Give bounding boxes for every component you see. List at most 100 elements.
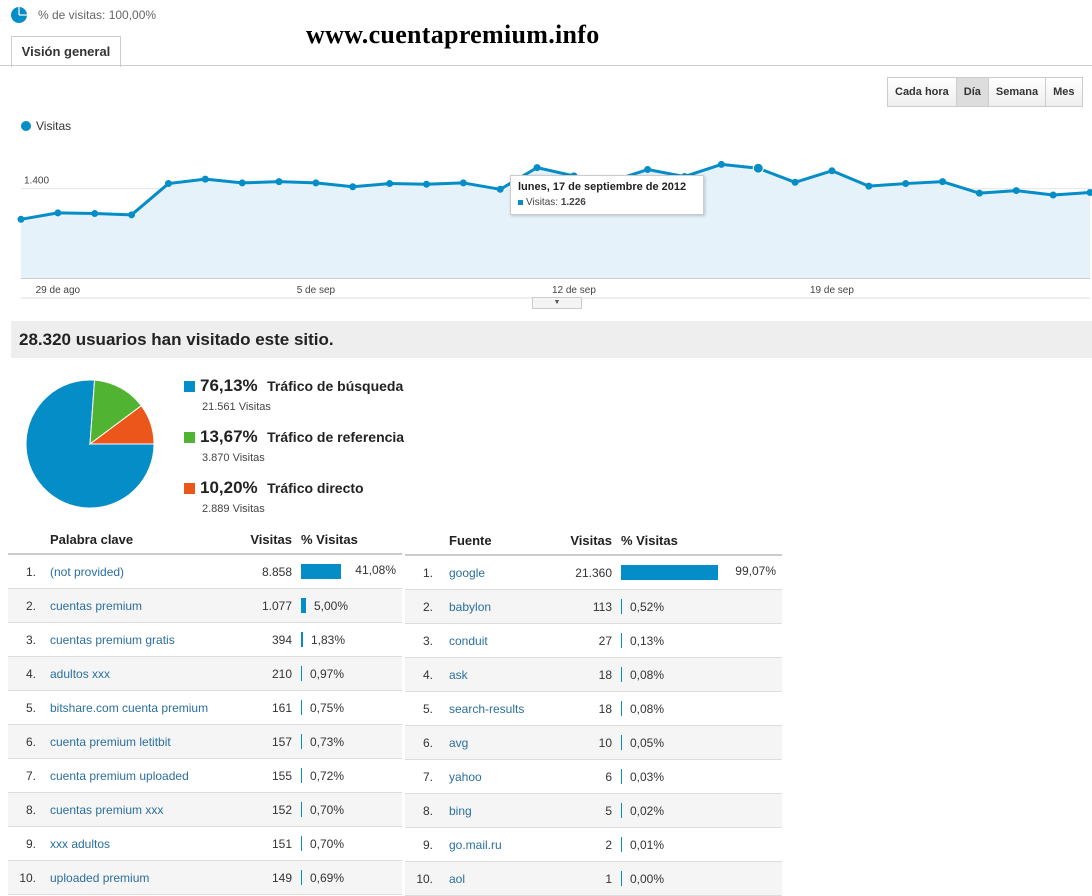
data-point[interactable] xyxy=(902,180,909,187)
source-index: 9. xyxy=(405,828,441,862)
search-visits: 21.561 Visitas xyxy=(202,401,271,413)
data-point[interactable] xyxy=(202,176,209,183)
data-point[interactable] xyxy=(497,186,504,193)
keyword-link[interactable]: adultos xxx xyxy=(44,657,244,691)
tooltip-label: Visitas: xyxy=(526,197,558,208)
keyword-visits: 155 xyxy=(244,759,300,793)
data-point[interactable] xyxy=(976,190,983,197)
source-pct-cell: 0,00% xyxy=(620,862,782,896)
keyword-link[interactable]: bitshare.com cuenta premium xyxy=(44,691,244,725)
data-point[interactable] xyxy=(644,166,651,173)
hourly-button[interactable]: Cada hora xyxy=(887,77,957,107)
source-link[interactable]: avg xyxy=(441,726,545,760)
month-button[interactable]: Mes xyxy=(1045,77,1082,107)
segment-pie-icon xyxy=(10,6,28,24)
data-point[interactable] xyxy=(312,179,319,186)
keyword-visits: 394 xyxy=(244,623,300,657)
source-pct-cell: 0,03% xyxy=(620,760,782,794)
y-tick-label: 1.400 xyxy=(24,176,49,187)
data-point[interactable] xyxy=(91,210,98,217)
direct-name: Tráfico directo xyxy=(267,480,363,496)
source-link[interactable]: yahoo xyxy=(441,760,545,794)
source-link[interactable]: babylon xyxy=(441,590,545,624)
source-link[interactable]: conduit xyxy=(441,624,545,658)
keyword-link[interactable]: uploaded premium xyxy=(44,861,244,895)
data-point[interactable] xyxy=(828,167,835,174)
data-point[interactable] xyxy=(54,209,61,216)
keyword-link[interactable]: cuenta premium letitbit xyxy=(44,725,244,759)
source-pct-header[interactable]: % Visitas xyxy=(620,526,782,555)
direct-visits: 2.889 Visitas xyxy=(202,503,265,515)
data-point[interactable] xyxy=(1050,192,1057,199)
data-point[interactable] xyxy=(865,183,872,190)
x-tick-label: 19 de sep xyxy=(810,285,854,296)
tab-overview[interactable]: Visión general xyxy=(11,36,121,67)
source-index: 6. xyxy=(405,726,441,760)
data-point[interactable] xyxy=(128,211,135,218)
keyword-pct-cell: 0,97% xyxy=(300,657,402,691)
source-visits: 1 xyxy=(545,862,620,896)
source-pct-bar xyxy=(621,735,622,750)
keyword-index: 8. xyxy=(8,793,44,827)
chart-resize-handle[interactable]: ▼ xyxy=(532,297,582,309)
tooltip-date: lunes, 17 de septiembre de 2012 xyxy=(518,181,686,193)
source-header[interactable]: Fuente xyxy=(441,526,545,555)
data-point[interactable] xyxy=(718,161,725,168)
source-link[interactable]: aol xyxy=(441,862,545,896)
data-point[interactable] xyxy=(753,163,763,173)
data-point[interactable] xyxy=(460,179,467,186)
data-point[interactable] xyxy=(239,179,246,186)
keyword-link[interactable]: xxx adultos xyxy=(44,827,244,861)
source-link[interactable]: bing xyxy=(441,794,545,828)
referral-swatch xyxy=(184,432,195,443)
source-pct-cell: 0,52% xyxy=(620,590,782,624)
keyword-visits-header[interactable]: Visitas xyxy=(244,525,300,554)
search-swatch xyxy=(184,381,195,392)
keyword-header[interactable]: Palabra clave xyxy=(44,525,244,554)
source-pct-value: 0,08% xyxy=(630,702,664,716)
source-visits-header[interactable]: Visitas xyxy=(545,526,620,555)
source-index: 3. xyxy=(405,624,441,658)
source-pct-value: 99,07% xyxy=(735,564,776,578)
data-point[interactable] xyxy=(1013,187,1020,194)
source-link[interactable]: ask xyxy=(441,658,545,692)
source-pct-value: 0,52% xyxy=(630,600,664,614)
data-point[interactable] xyxy=(792,179,799,186)
keyword-link[interactable]: (not provided) xyxy=(44,554,244,589)
keyword-pct-value: 1,83% xyxy=(311,633,345,647)
source-link[interactable]: search-results xyxy=(441,692,545,726)
keyword-link[interactable]: cuentas premium xxx xyxy=(44,793,244,827)
x-tick-label: 29 de ago xyxy=(36,285,81,296)
source-pct-value: 0,00% xyxy=(630,872,664,886)
keyword-link[interactable]: cuentas premium gratis xyxy=(44,623,244,657)
source-pct-value: 0,05% xyxy=(630,736,664,750)
week-button[interactable]: Semana xyxy=(988,77,1046,107)
data-point[interactable] xyxy=(165,180,172,187)
traffic-sources-pie-chart xyxy=(24,378,156,510)
data-point[interactable] xyxy=(18,216,25,223)
source-visits: 27 xyxy=(545,624,620,658)
keyword-pct-header[interactable]: % Visitas xyxy=(300,525,402,554)
keyword-pct-value: 0,72% xyxy=(310,769,344,783)
data-point[interactable] xyxy=(276,178,283,185)
source-index: 7. xyxy=(405,760,441,794)
keyword-link[interactable]: cuenta premium uploaded xyxy=(44,759,244,793)
series-legend-dot xyxy=(21,121,31,131)
data-point[interactable] xyxy=(423,181,430,188)
data-point[interactable] xyxy=(386,180,393,187)
source-link[interactable]: google xyxy=(441,555,545,590)
data-point[interactable] xyxy=(349,183,356,190)
data-point[interactable] xyxy=(534,164,541,171)
data-point[interactable] xyxy=(939,178,946,185)
keyword-pct-cell: 0,72% xyxy=(300,759,402,793)
source-link[interactable]: go.mail.ru xyxy=(441,828,545,862)
day-button[interactable]: Día xyxy=(956,77,989,107)
keyword-index: 1. xyxy=(8,554,44,589)
keyword-link[interactable]: cuentas premium xyxy=(44,589,244,623)
